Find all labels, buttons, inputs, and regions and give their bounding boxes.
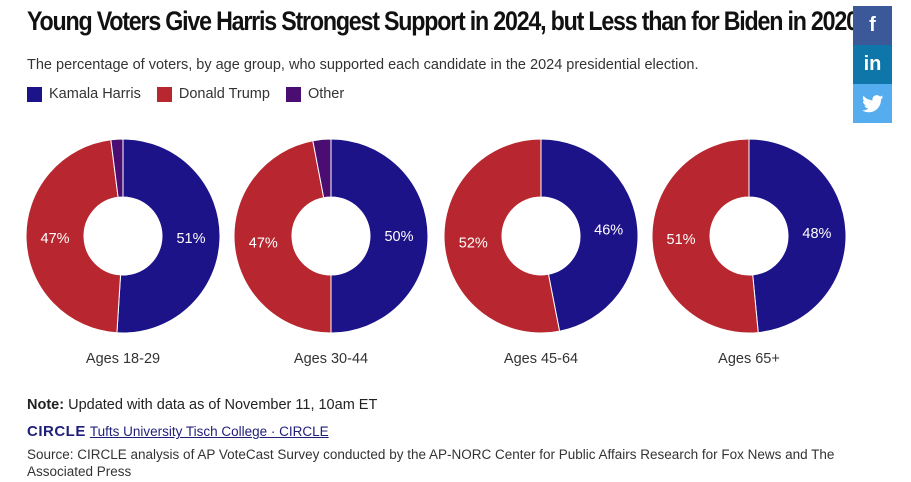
chart-subtitle: The percentage of voters, by age group, … (27, 57, 699, 73)
legend-item-harris: Kamala Harris (27, 86, 141, 102)
legend-item-other: Other (285, 86, 345, 102)
linkedin-icon: in (863, 53, 882, 75)
category-label-ages-45-64: Ages 45-64 (504, 351, 578, 367)
donut-slice-ages-30-44-kamala-harris (330, 138, 429, 334)
legend-item-trump: Donald Trump (156, 86, 270, 102)
twitter-share-button[interactable] (853, 84, 892, 123)
twitter-icon (861, 94, 883, 112)
data-label-ages-65--donald-trump: 51% (667, 232, 696, 248)
legend-swatch-trump (156, 86, 172, 102)
legend-label-other: Other (307, 86, 345, 102)
category-label-ages-30-44: Ages 30-44 (294, 351, 368, 367)
donut-slice-ages-30-44-donald-trump (233, 140, 332, 334)
note-label: Note: (27, 397, 65, 413)
chart-title: Young Voters Give Harris Strongest Suppo… (27, 6, 859, 36)
category-label-ages-18-29: Ages 18-29 (86, 351, 160, 367)
credit-link[interactable]: Tufts University Tisch College · CIRCLE (89, 424, 329, 439)
facebook-share-button[interactable]: f (853, 6, 892, 45)
data-label-ages-65--kamala-harris: 48% (802, 226, 831, 242)
legend-swatch-other (285, 86, 301, 102)
donut-slice-ages-18-29-other (110, 138, 124, 198)
legend-label-harris: Kamala Harris (49, 86, 141, 102)
data-label-ages-30-44-kamala-harris: 50% (384, 229, 413, 245)
data-label-ages-18-29-donald-trump: 47% (41, 231, 70, 247)
data-label-ages-18-29-kamala-harris: 51% (176, 231, 205, 247)
legend-label-trump: Donald Trump (178, 86, 270, 102)
legend: Kamala Harris Donald Trump Other (27, 86, 344, 102)
donut-slice-ages-18-29-donald-trump (25, 139, 122, 334)
donut-slice-ages-65--kamala-harris (748, 138, 847, 334)
donut-slice-ages-30-44-other (312, 138, 332, 199)
donut-slice-ages-65--donald-trump (651, 138, 759, 334)
category-label-ages-65-: Ages 65+ (718, 351, 780, 367)
social-share-bar: f in (853, 6, 892, 123)
legend-swatch-harris (27, 86, 42, 102)
circle-logo: CIRCLE (27, 423, 86, 440)
credit-line: CIRCLE Tufts University Tisch College · … (27, 423, 329, 440)
donut-slice-ages-45-64-donald-trump (443, 138, 561, 334)
source-text: Source: CIRCLE analysis of AP VoteCast S… (27, 447, 835, 479)
donut-charts: 51% 47% Ages 18-29 50% 47% Ages 30-44 46% 52% Ag… (25, 138, 847, 367)
linkedin-share-button[interactable]: in (853, 45, 892, 84)
data-label-ages-45-64-donald-trump: 52% (459, 236, 488, 252)
note-text: Updated with data as of November 11, 10a… (68, 397, 378, 413)
data-label-ages-30-44-donald-trump: 47% (249, 235, 278, 251)
donut-slice-ages-45-64-kamala-harris (540, 138, 639, 332)
note: Note: Updated with data as of November 1… (27, 397, 377, 413)
donut-slice-ages-18-29-kamala-harris (116, 138, 221, 334)
facebook-icon: f (869, 14, 876, 36)
data-label-ages-45-64-kamala-harris: 46% (594, 222, 623, 238)
